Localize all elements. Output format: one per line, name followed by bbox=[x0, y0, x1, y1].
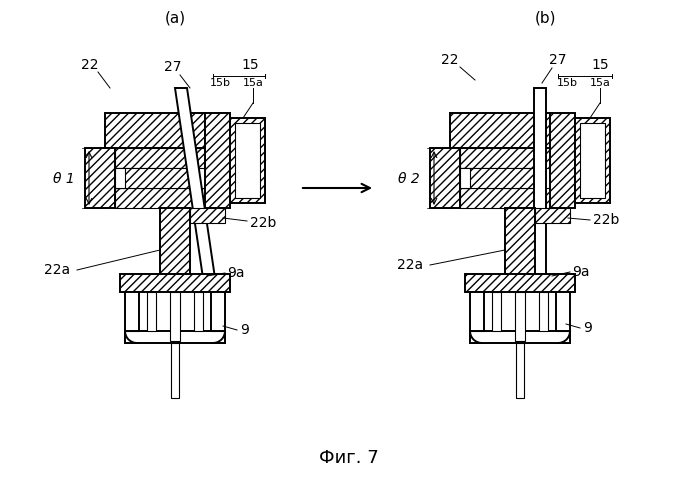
Bar bbox=[539, 292, 548, 331]
Bar bbox=[492, 292, 501, 331]
Bar bbox=[230, 119, 265, 203]
Text: 9: 9 bbox=[240, 323, 249, 336]
Text: 15a: 15a bbox=[589, 78, 610, 88]
Bar bbox=[147, 292, 156, 331]
Bar bbox=[211, 292, 225, 343]
Text: 27: 27 bbox=[164, 60, 182, 74]
Bar bbox=[470, 331, 570, 343]
Bar bbox=[105, 114, 205, 149]
Text: 9: 9 bbox=[583, 320, 592, 334]
Text: θ 2: θ 2 bbox=[398, 172, 420, 185]
Bar bbox=[115, 169, 195, 189]
Bar bbox=[205, 114, 230, 208]
Bar bbox=[125, 292, 139, 343]
Text: 22a: 22a bbox=[44, 263, 70, 276]
Text: 15a: 15a bbox=[243, 78, 264, 88]
Bar bbox=[470, 292, 484, 343]
Bar bbox=[430, 149, 460, 208]
Text: 27: 27 bbox=[549, 53, 567, 67]
Bar bbox=[515, 292, 525, 341]
Text: (a): (a) bbox=[164, 11, 185, 26]
Text: 22b: 22b bbox=[250, 216, 276, 229]
Bar bbox=[460, 149, 550, 169]
Bar bbox=[534, 89, 546, 279]
Text: 15b: 15b bbox=[556, 78, 577, 88]
Text: 15: 15 bbox=[591, 58, 609, 72]
Bar bbox=[120, 274, 230, 292]
Bar bbox=[575, 119, 610, 203]
Bar bbox=[460, 169, 540, 189]
Bar bbox=[125, 331, 225, 343]
Bar bbox=[170, 292, 180, 341]
Bar bbox=[235, 124, 260, 199]
Bar bbox=[550, 114, 575, 208]
Text: θ 1: θ 1 bbox=[53, 172, 75, 185]
Bar bbox=[115, 149, 205, 169]
Text: 15: 15 bbox=[241, 58, 259, 72]
Text: 9a: 9a bbox=[227, 265, 245, 280]
Text: Фиг. 7: Фиг. 7 bbox=[319, 448, 379, 466]
Polygon shape bbox=[175, 89, 215, 279]
Bar bbox=[115, 189, 205, 208]
Text: 22: 22 bbox=[81, 58, 99, 72]
Bar bbox=[194, 292, 203, 331]
Bar bbox=[516, 343, 524, 398]
Text: 9a: 9a bbox=[572, 264, 589, 279]
Text: 22b: 22b bbox=[593, 213, 619, 226]
Bar bbox=[85, 149, 115, 208]
Text: (b): (b) bbox=[534, 11, 556, 26]
Bar bbox=[465, 274, 575, 292]
Bar bbox=[190, 208, 225, 224]
Bar bbox=[160, 208, 190, 279]
Text: 15b: 15b bbox=[210, 78, 231, 88]
Bar bbox=[115, 169, 125, 189]
Bar bbox=[450, 114, 550, 149]
Bar bbox=[535, 208, 570, 224]
Bar bbox=[556, 292, 570, 343]
Bar bbox=[460, 189, 550, 208]
Text: 22: 22 bbox=[441, 53, 459, 67]
Bar bbox=[460, 169, 470, 189]
Bar bbox=[580, 124, 605, 199]
Text: 22a: 22a bbox=[397, 258, 423, 271]
Bar bbox=[505, 208, 535, 279]
Bar bbox=[171, 343, 179, 398]
